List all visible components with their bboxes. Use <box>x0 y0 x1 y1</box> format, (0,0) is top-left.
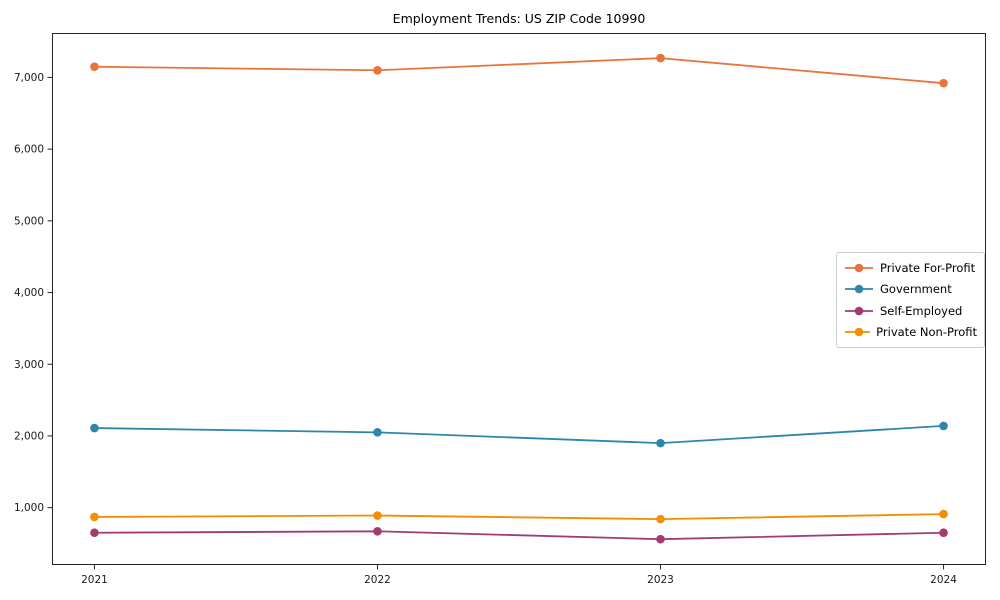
plot-frame <box>52 33 986 565</box>
series-marker-private-non-profit <box>656 514 665 524</box>
series-marker-private-non-profit <box>90 512 99 522</box>
legend-marker-icon <box>845 327 871 337</box>
y-tick-label: 2,000 <box>14 431 44 443</box>
series-line-government <box>94 425 944 445</box>
series-marker-private-for-profit <box>90 62 99 71</box>
y-tick-label: 6,000 <box>14 144 44 156</box>
x-tick-label: 2022 <box>364 574 391 586</box>
series-marker-self-employed <box>373 527 382 536</box>
legend-label: Self-Employed <box>880 303 963 318</box>
series-marker-private-non-profit <box>939 509 948 519</box>
series-line-self-employed <box>94 530 944 541</box>
y-tick-label: 1,000 <box>14 502 44 514</box>
series-marker-self-employed <box>656 534 665 544</box>
legend-marker-icon <box>845 263 873 273</box>
legend-item-government: Government <box>844 279 977 300</box>
y-tick-label: 4,000 <box>14 287 44 299</box>
y-tick-label: 7,000 <box>14 72 44 84</box>
x-tick-label: 2024 <box>930 574 957 586</box>
series-marker-self-employed <box>939 528 948 538</box>
x-tick-label: 2023 <box>647 574 674 586</box>
legend-label: Private Non-Profit <box>876 325 977 340</box>
x-tick-label: 2021 <box>81 574 108 586</box>
series-marker-government <box>373 428 382 437</box>
series-marker-private-for-profit <box>656 53 665 63</box>
y-tick-label: 5,000 <box>14 215 44 227</box>
chart-title: Employment Trends: US ZIP Code 10990 <box>392 11 646 26</box>
legend-marker-icon <box>845 284 873 294</box>
series-marker-private-non-profit <box>373 511 382 520</box>
legend: Private For-Profit Government Self-Employe… <box>836 252 985 348</box>
legend-label: Government <box>880 282 952 297</box>
legend-item-private-non-profit: Private Non-Profit <box>844 322 977 343</box>
series-line-private-for-profit <box>94 57 944 85</box>
series-marker-private-for-profit <box>939 78 948 88</box>
legend-item-self-employed: Self-Employed <box>844 300 977 321</box>
series-line-private-non-profit <box>94 513 944 521</box>
series-marker-government <box>90 423 99 433</box>
series-marker-government <box>939 421 948 431</box>
series-marker-government <box>656 438 665 448</box>
legend-marker-icon <box>845 306 873 316</box>
series-marker-private-for-profit <box>373 65 382 75</box>
legend-label: Private For-Profit <box>880 260 976 275</box>
y-tick-label: 3,000 <box>14 359 44 371</box>
series-marker-self-employed <box>90 528 99 538</box>
legend-item-private-for-profit: Private For-Profit <box>844 257 977 278</box>
